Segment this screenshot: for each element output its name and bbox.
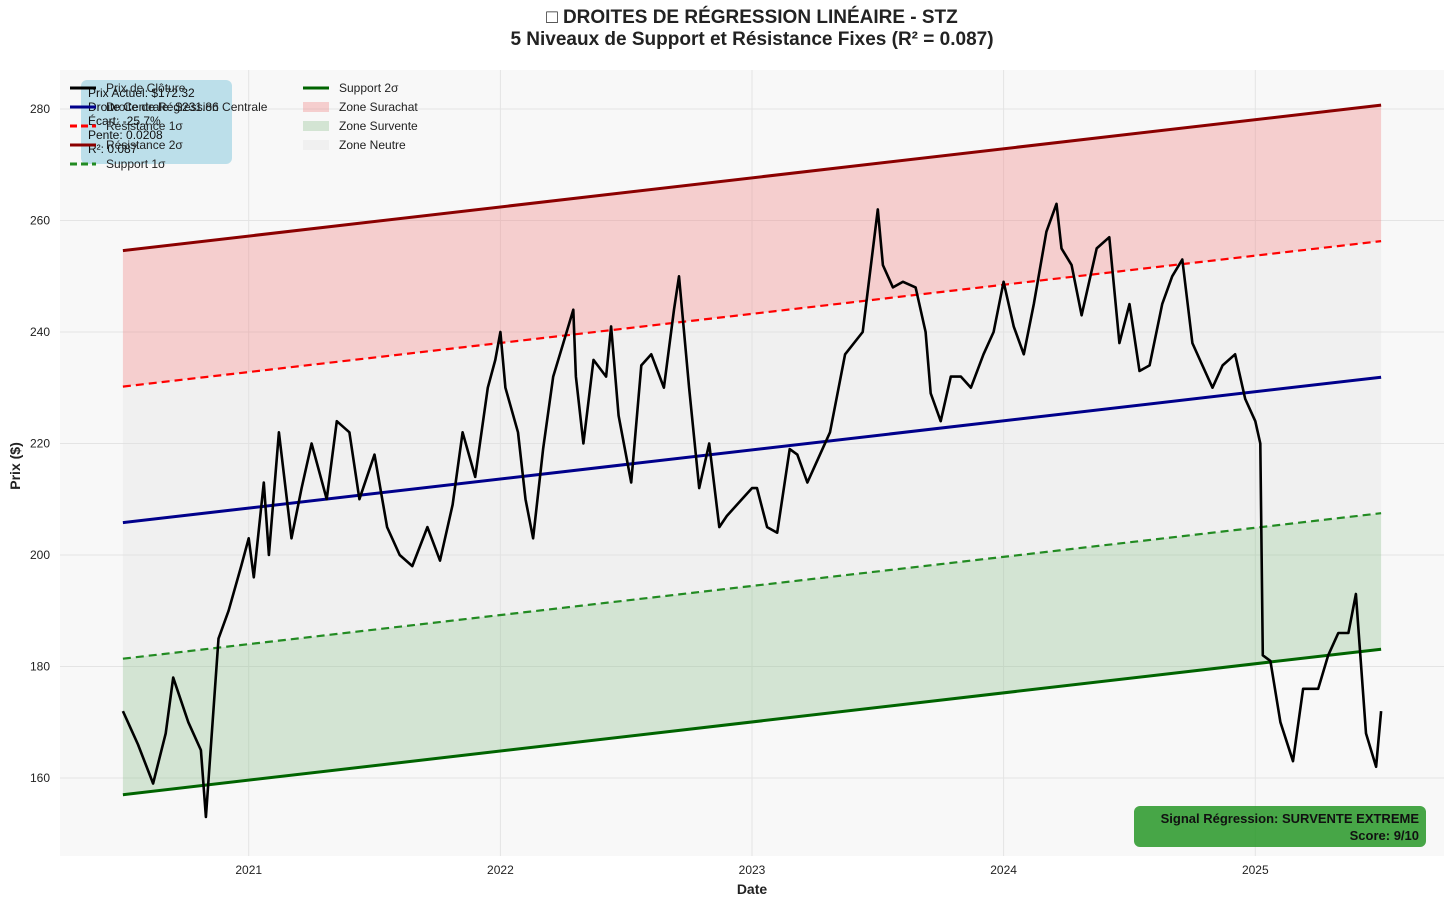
legend-label: Support 2σ (339, 81, 399, 95)
chart-subtitle: 5 Niveaux de Support et Résistance Fixes… (510, 29, 993, 50)
x-tick-label: 2024 (990, 863, 1017, 877)
x-tick-label: 2023 (739, 863, 766, 877)
legend-label: Zone Neutre (339, 138, 406, 152)
x-tick-label: 2021 (235, 863, 262, 877)
legend-swatch (303, 121, 329, 131)
signal-label: Signal Régression: SURVENTE EXTREME (1161, 811, 1420, 826)
y-tick-label: 180 (30, 660, 50, 674)
legend-label: Support 1σ (106, 157, 166, 171)
regression-line (122, 375, 1382, 525)
info-central-line: Droite Centrale: $231.86 (88, 100, 219, 114)
y-tick-label: 220 (30, 437, 50, 451)
legend-swatch (303, 140, 329, 150)
regression-line (122, 512, 1382, 660)
grid (60, 70, 1444, 856)
y-tick-label: 160 (30, 771, 50, 785)
regression-line (122, 647, 1382, 797)
x-tick-label: 2025 (1242, 863, 1269, 877)
price-series (121, 202, 1383, 819)
info-current-price: Prix Actuel: $172.32 (88, 86, 195, 100)
info-box-background (81, 80, 232, 164)
legend-label: Droite de Régression Centrale (106, 100, 268, 114)
legend: Prix de Clôture Droite de Régression Cent… (70, 81, 418, 171)
info-box: Prix Actuel: $172.32 Droite Centrale: $2… (81, 80, 232, 164)
legend-label: Résistance 1σ (106, 119, 183, 133)
y-tick-label: 200 (30, 548, 50, 562)
x-tick-label: 2022 (487, 863, 514, 877)
info-gap: Écart: -25.7% (88, 113, 161, 128)
y-tick-label: 240 (30, 325, 50, 339)
signal-box-background (1134, 806, 1426, 847)
zone-band (122, 513, 1382, 795)
ticks: 2021 2022 2023 2024 2025 160 180 200 220 240 260 28… (30, 102, 1269, 877)
zone-band (122, 105, 1382, 387)
signal-score: Score: 9/10 (1350, 828, 1419, 843)
info-r2: R²: 0.087 (88, 142, 138, 156)
y-tick-label: 260 (30, 214, 50, 228)
x-axis-label: Date (737, 881, 768, 897)
regression-line (122, 103, 1382, 253)
regression-line (122, 240, 1382, 388)
legend-label: Prix de Clôture (106, 81, 186, 95)
signal-box: Signal Régression: SURVENTE EXTREME Scor… (1134, 806, 1426, 847)
info-slope: Pente: 0.0208 (88, 128, 163, 142)
chart-title: □ DROITES DE RÉGRESSION LINÉAIRE - STZ (546, 6, 958, 28)
legend-label: Zone Surachat (339, 100, 418, 114)
regression-lines (122, 103, 1382, 797)
legend-label: Zone Survente (339, 119, 418, 133)
y-axis-label: Prix ($) (7, 442, 23, 489)
y-tick-label: 280 (30, 102, 50, 116)
legend-swatch (303, 102, 329, 112)
legend-label: Résistance 2σ (106, 138, 183, 152)
price-line (121, 202, 1383, 819)
